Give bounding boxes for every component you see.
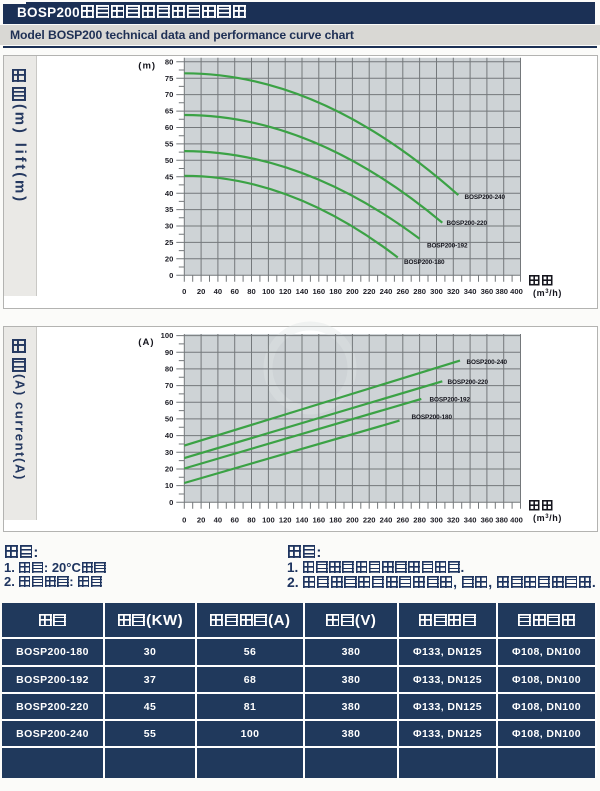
svg-text:360: 360	[481, 287, 494, 296]
svg-text:300: 300	[430, 287, 443, 296]
svg-text:400: 400	[510, 287, 523, 296]
svg-text:BOSP200-240: BOSP200-240	[465, 194, 506, 201]
svg-text:140: 140	[296, 287, 309, 296]
svg-text:60: 60	[165, 398, 173, 407]
svg-text:40: 40	[165, 189, 173, 198]
svg-text:380: 380	[495, 287, 508, 296]
svg-text:60: 60	[165, 123, 173, 132]
svg-text:(m3/h): (m3/h)	[533, 513, 562, 523]
svg-text:200: 200	[346, 287, 359, 296]
svg-text:60: 60	[230, 515, 238, 524]
svg-text:180: 180	[329, 287, 342, 296]
svg-text:BOSP200-192: BOSP200-192	[427, 243, 468, 250]
svg-text:20: 20	[197, 287, 205, 296]
svg-text:160: 160	[312, 515, 325, 524]
svg-text:80: 80	[165, 365, 173, 374]
svg-text:BOSP200-220: BOSP200-220	[448, 379, 489, 386]
svg-text:100: 100	[161, 331, 174, 340]
svg-text:0: 0	[182, 287, 186, 296]
svg-text:220: 220	[363, 287, 376, 296]
svg-text:20: 20	[165, 254, 173, 263]
svg-text:40: 40	[165, 431, 173, 440]
svg-text:90: 90	[165, 348, 173, 357]
svg-text:25: 25	[165, 238, 174, 247]
svg-text:260: 260	[396, 515, 409, 524]
svg-text:35: 35	[165, 205, 174, 214]
svg-text:50: 50	[165, 156, 173, 165]
svg-text:(m3/h): (m3/h)	[533, 288, 562, 298]
svg-text:120: 120	[279, 515, 292, 524]
svg-text:360: 360	[481, 515, 494, 524]
svg-text:50: 50	[165, 415, 173, 424]
svg-text:BOSP200-180: BOSP200-180	[404, 259, 445, 266]
svg-text:BOSP200-220: BOSP200-220	[447, 220, 488, 227]
svg-text:280: 280	[413, 515, 426, 524]
svg-text:45: 45	[165, 172, 174, 181]
svg-text:160: 160	[312, 287, 325, 296]
svg-text:0: 0	[182, 515, 186, 524]
svg-text:65: 65	[165, 107, 174, 116]
svg-text:70: 70	[165, 90, 173, 99]
svg-text:240: 240	[380, 287, 393, 296]
svg-text:60: 60	[230, 287, 238, 296]
svg-text:80: 80	[247, 515, 255, 524]
svg-text:280: 280	[413, 287, 426, 296]
svg-text:320: 320	[447, 287, 460, 296]
svg-text:80: 80	[247, 287, 255, 296]
svg-text:80: 80	[165, 57, 173, 66]
svg-text:40: 40	[214, 515, 222, 524]
svg-text:75: 75	[165, 74, 174, 83]
svg-text:0: 0	[169, 271, 173, 280]
svg-text:340: 340	[464, 515, 477, 524]
svg-text:BOSP200-240: BOSP200-240	[467, 359, 508, 366]
svg-text:100: 100	[262, 515, 275, 524]
svg-text:140: 140	[296, 515, 309, 524]
svg-text:120: 120	[279, 287, 292, 296]
svg-text:200: 200	[346, 515, 359, 524]
svg-text:260: 260	[396, 287, 409, 296]
svg-text:30: 30	[165, 448, 173, 457]
svg-text:100: 100	[262, 287, 275, 296]
svg-text:180: 180	[329, 515, 342, 524]
svg-text:340: 340	[464, 287, 477, 296]
svg-text:20: 20	[165, 465, 173, 474]
svg-text:55: 55	[165, 140, 174, 149]
svg-text:10: 10	[165, 481, 173, 490]
svg-text:320: 320	[447, 515, 460, 524]
svg-text:BOSP200-180: BOSP200-180	[412, 414, 453, 421]
svg-text:220: 220	[363, 515, 376, 524]
svg-text:(m): (m)	[138, 61, 156, 72]
svg-text:(A): (A)	[138, 337, 154, 348]
svg-text:BOSP200-192: BOSP200-192	[430, 397, 471, 404]
svg-text:40: 40	[214, 287, 222, 296]
svg-text:0: 0	[169, 498, 173, 507]
svg-text:70: 70	[165, 381, 173, 390]
svg-text:20: 20	[197, 515, 205, 524]
svg-text:300: 300	[430, 515, 443, 524]
svg-text:380: 380	[495, 515, 508, 524]
svg-text:400: 400	[510, 515, 523, 524]
svg-text:30: 30	[165, 222, 173, 231]
svg-text:240: 240	[380, 515, 393, 524]
